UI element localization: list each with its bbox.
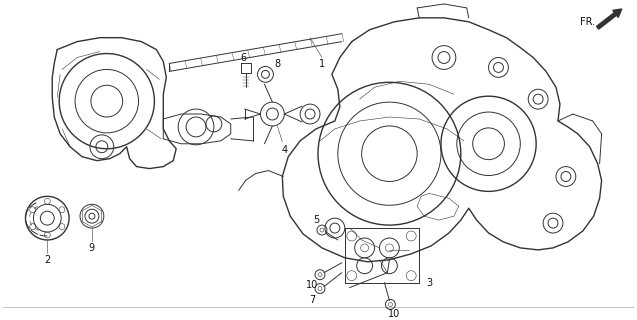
Text: FR.: FR. (580, 17, 596, 27)
Text: 10: 10 (388, 309, 401, 319)
Text: 6: 6 (241, 52, 247, 62)
FancyArrow shape (597, 9, 622, 29)
Text: 8: 8 (275, 60, 280, 69)
Text: 1: 1 (319, 60, 325, 69)
Text: 10: 10 (306, 280, 318, 290)
Text: 4: 4 (281, 145, 287, 155)
Text: 2: 2 (44, 255, 50, 265)
Text: 7: 7 (309, 295, 315, 306)
Text: 9: 9 (89, 243, 95, 253)
Text: 5: 5 (313, 215, 319, 225)
Text: 3: 3 (426, 278, 432, 288)
